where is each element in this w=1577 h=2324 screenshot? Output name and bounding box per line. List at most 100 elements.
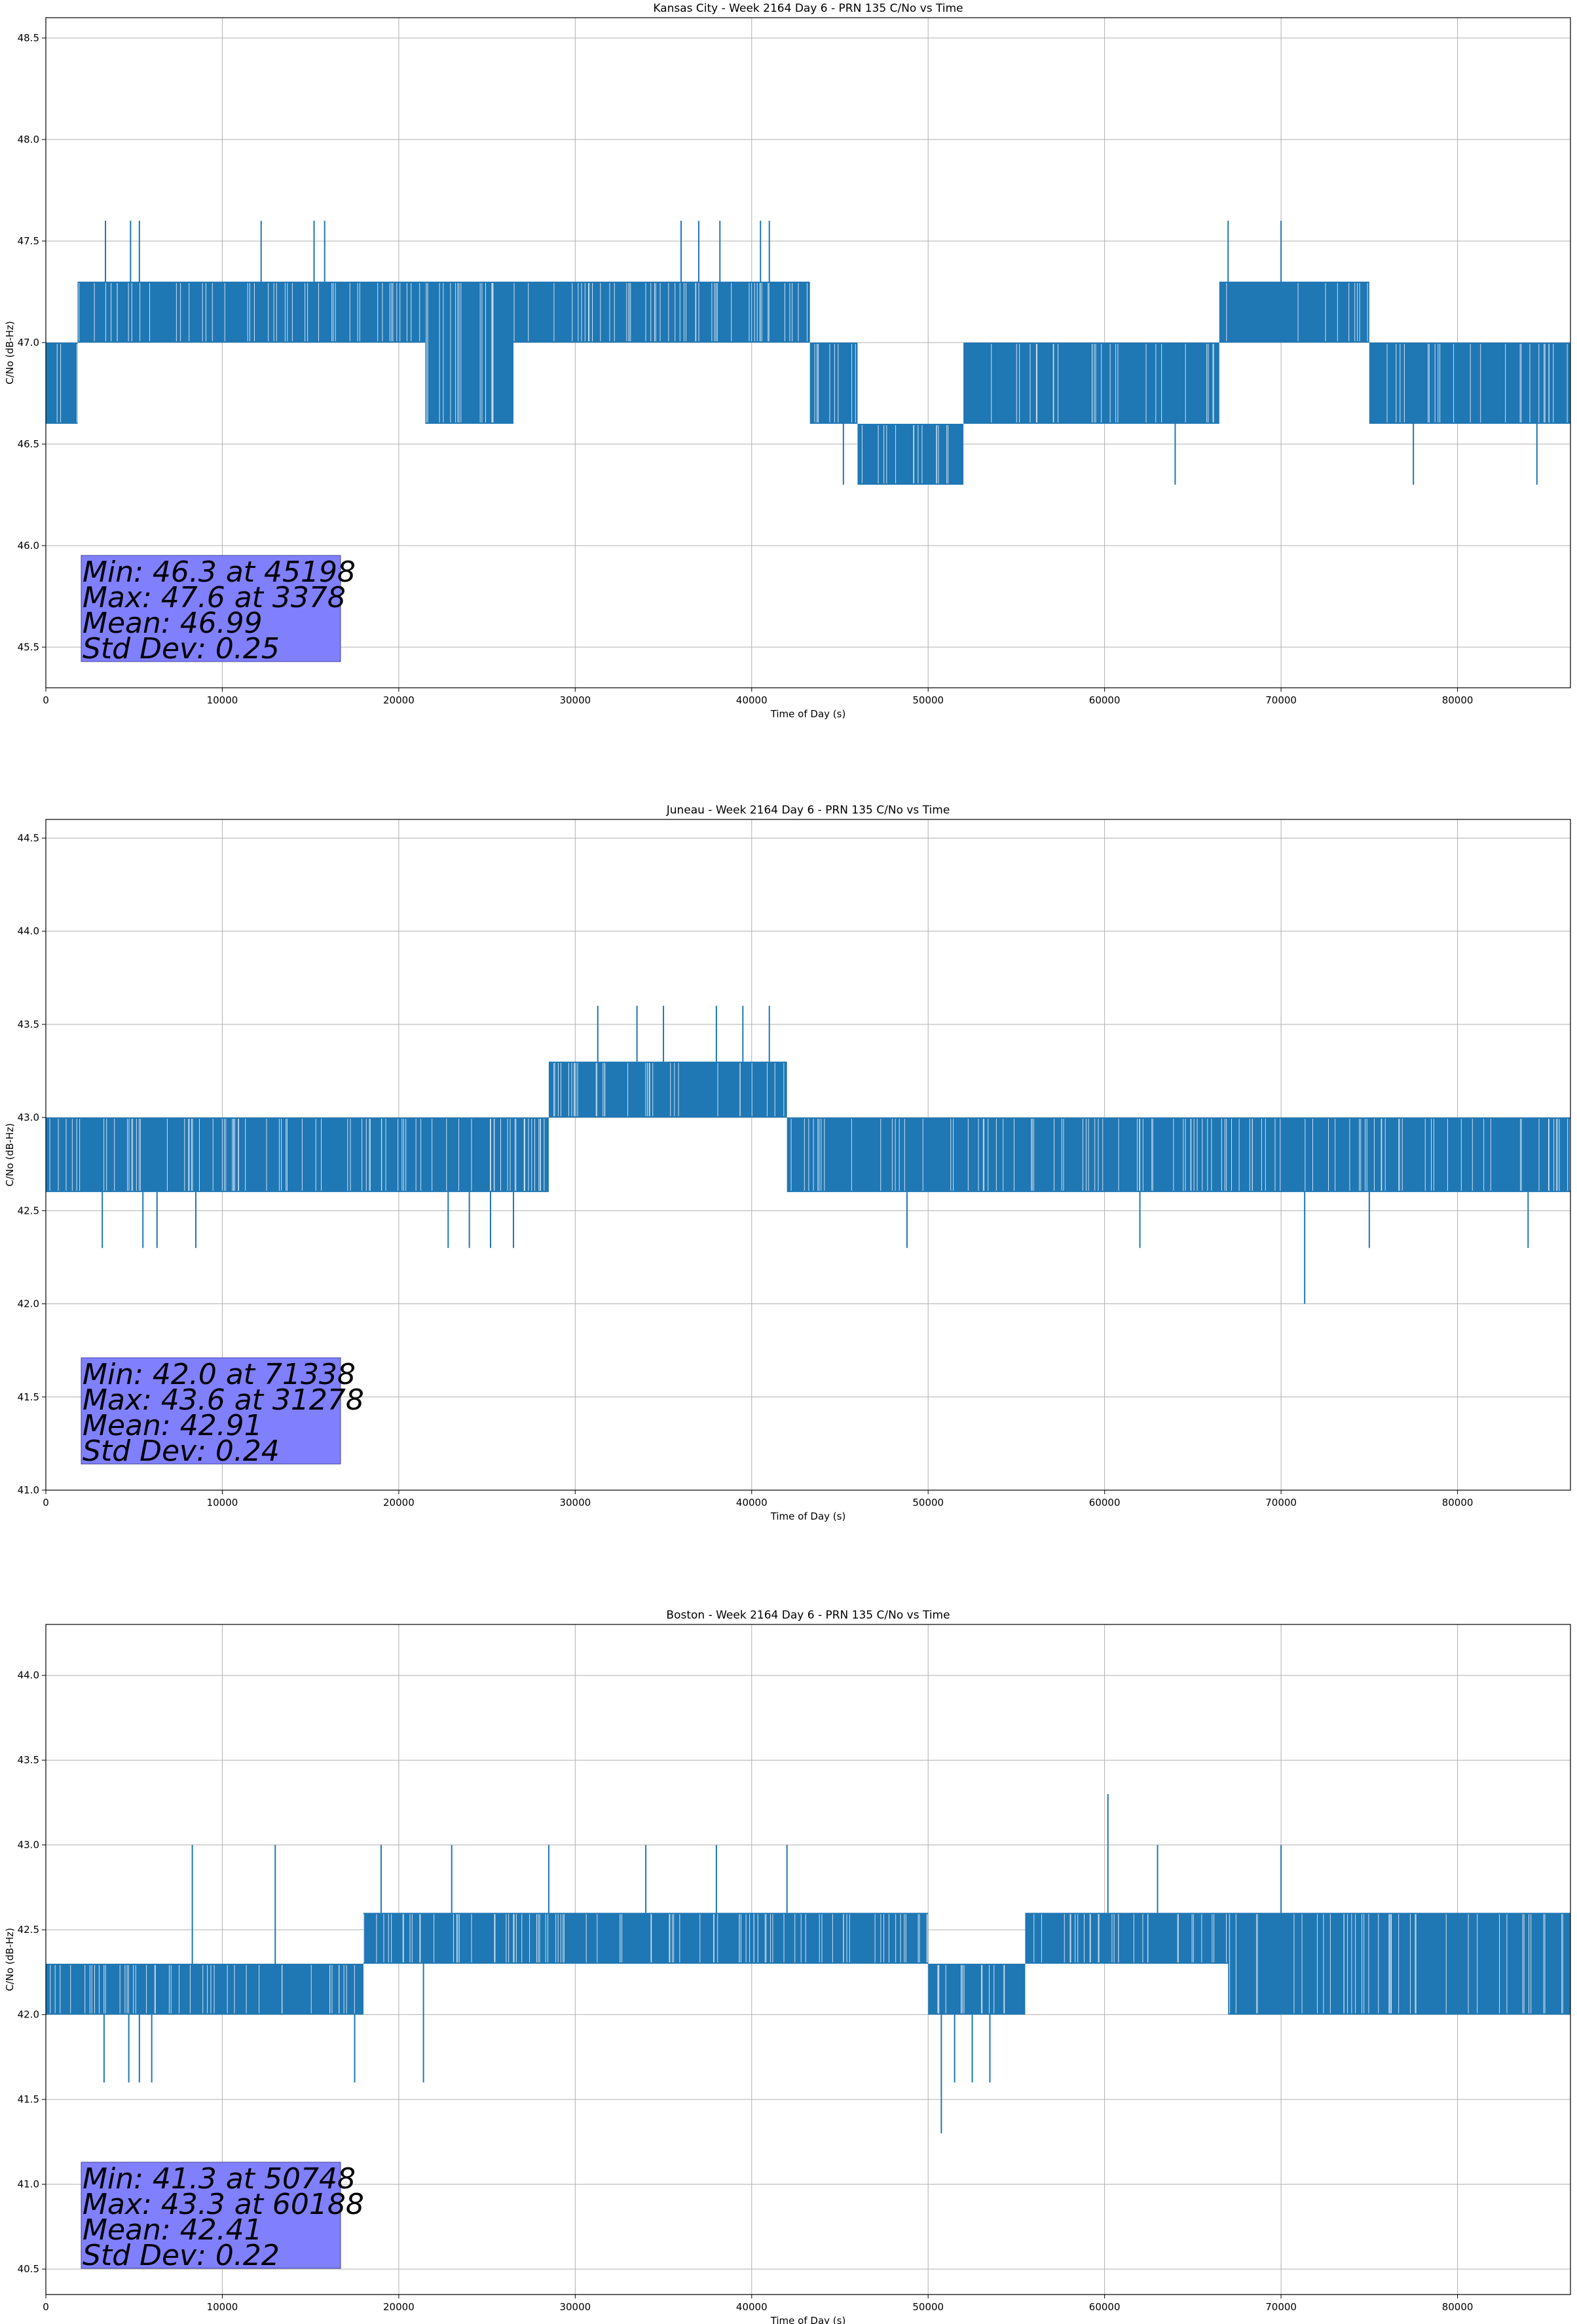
chart-panel-1: 0 10000 20000 30000 40000 50000 60000 70000 8000… [4,2,1571,720]
x-tick-label: 40000 [736,1497,768,1509]
stats-min: Min: 46.3 at 45198 [83,555,356,589]
x-tick-label: 10000 [207,694,238,706]
x-tick-label: 30000 [559,694,591,706]
data-band [1025,1913,1229,1964]
data-band [787,1117,1570,1192]
x-tick-label: 50000 [912,1497,944,1509]
y-tick-label: 43.0 [18,1839,39,1851]
x-axis-label: Time of Day (s) [770,708,846,720]
chart-panel-3: 0 10000 20000 30000 40000 50000 60000 70000 8000… [4,1609,1571,2324]
x-tick-label: 30000 [559,1497,591,1509]
y-tick-label: 42.5 [18,1205,39,1216]
y-tick-label: 41.5 [18,2093,39,2105]
x-tick-label: 0 [43,694,49,706]
y-tick-label: 43.0 [18,1112,39,1123]
stats-std-dev: Std Dev: 0.25 [83,632,280,665]
stats-std-dev: Std Dev: 0.24 [83,1434,280,1468]
y-tick-label: 47.0 [18,337,39,348]
x-tick-label: 0 [43,2301,49,2313]
x-tick-label: 80000 [1442,694,1474,706]
x-tick-label: 0 [43,1497,49,1509]
x-tick-label: 60000 [1089,2301,1121,2313]
y-tick-label: 42.5 [18,1924,39,1936]
y-tick-label: 47.5 [18,235,39,247]
x-tick-label: 70000 [1265,1497,1297,1509]
data-band [513,282,673,343]
stats-box [81,2162,341,2269]
x-tick-label: 30000 [559,2301,591,2313]
y-tick-label: 42.0 [18,2009,39,2021]
y-tick-label: 44.0 [18,926,39,937]
y-tick-label: 48.5 [18,32,39,44]
x-tick-label: 40000 [736,694,768,706]
data-band [1369,343,1570,424]
data-band [963,343,1219,424]
y-axis-label: C/No (dB-Hz) [4,1123,16,1187]
data-band [46,1963,363,2015]
y-axis-label: C/No (dB-Hz) [4,321,16,384]
data-band [809,343,858,424]
data-band [857,424,964,485]
x-tick-label: 80000 [1442,1497,1474,1509]
x-axis-label: Time of Day (s) [770,2315,846,2324]
y-tick-label: 46.5 [18,438,39,450]
y-tick-label: 41.5 [18,1391,39,1403]
data-band [46,1117,549,1192]
x-tick-label: 60000 [1089,1497,1121,1509]
x-tick-label: 20000 [383,1497,415,1509]
chart-title: Kansas City - Week 2164 Day 6 - PRN 135 … [653,2,963,15]
data-band [425,282,514,424]
chart-title: Juneau - Week 2164 Day 6 - PRN 135 C/No … [666,804,950,817]
axes-frame [45,17,1571,688]
y-axis-label: C/No (dB-Hz) [4,1928,16,1991]
y-tick-label: 41.0 [18,2179,39,2190]
stats-max: Max: 47.6 at 3378 [83,581,346,614]
stats-min: Min: 41.3 at 50748 [83,2162,356,2196]
stats-max: Max: 43.3 at 60188 [83,2188,364,2221]
x-axis-label: Time of Day (s) [770,1510,846,1522]
x-tick-label: 40000 [736,2301,768,2313]
stats-mean: Mean: 46.99 [83,607,263,640]
data-band [1219,282,1369,343]
series-line [46,221,1570,485]
y-tick-label: 46.0 [18,540,39,552]
y-tick-label: 48.0 [18,134,39,145]
y-tick-label: 42.0 [18,1298,39,1310]
axes-frame [45,819,1571,1491]
data-band [672,282,810,343]
y-tick-label: 40.5 [18,2263,39,2275]
stats-min: Min: 42.0 at 71338 [83,1358,356,1391]
data-band [1228,1913,1570,2015]
chart-title: Boston - Week 2164 Day 6 - PRN 135 C/No … [666,1609,950,1622]
y-tick-label: 43.5 [18,1754,39,1766]
stats-max: Max: 43.6 at 31278 [83,1383,364,1417]
stats-std-dev: Std Dev: 0.22 [83,2239,280,2272]
x-tick-label: 70000 [1265,2301,1297,2313]
stats-box [81,1357,341,1465]
x-tick-label: 50000 [912,2301,944,2313]
x-tick-label: 20000 [383,2301,415,2313]
y-tick-label: 44.5 [18,832,39,844]
data-band [928,1963,1026,2015]
y-tick-label: 43.5 [18,1019,39,1030]
axes-frame [45,1624,1571,2295]
x-tick-label: 80000 [1442,2301,1474,2313]
series-line [46,1005,1570,1304]
stats-mean: Mean: 42.41 [83,2213,263,2247]
x-tick-label: 50000 [912,694,944,706]
data-band [77,282,426,343]
y-tick-label: 45.5 [18,641,39,653]
x-tick-label: 20000 [383,694,415,706]
x-tick-label: 70000 [1265,694,1297,706]
series-line [46,1793,1570,2133]
y-tick-label: 41.0 [18,1484,39,1496]
data-band [46,343,78,424]
stats-box [81,555,341,662]
x-tick-label: 10000 [207,2301,238,2313]
x-tick-label: 60000 [1089,694,1121,706]
x-tick-label: 10000 [207,1497,238,1509]
chart-panel-2: 0 10000 20000 30000 40000 50000 60000 70000 8000… [4,804,1571,1522]
y-tick-label: 44.0 [18,1670,39,1681]
data-band [548,1061,787,1118]
